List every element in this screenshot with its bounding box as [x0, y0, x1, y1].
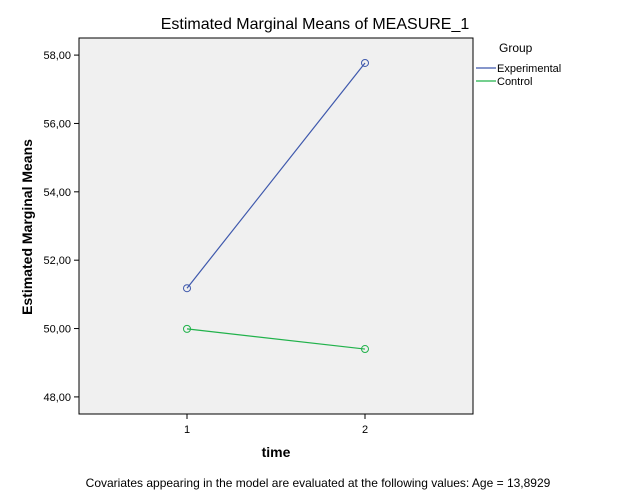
y-tick-label: 54,00	[43, 187, 71, 199]
series-line-control	[186, 328, 366, 350]
data-point-experimental	[361, 58, 369, 67]
plot-area	[78, 37, 474, 415]
data-point-control	[361, 345, 369, 354]
y-tick-label: 58,00	[43, 50, 71, 62]
series-line-experimental	[186, 62, 366, 289]
x-tick-label: 1	[184, 424, 190, 436]
x-axis-title: time	[262, 444, 291, 460]
y-tick-label: 56,00	[43, 118, 71, 130]
y-tick-label: 48,00	[43, 392, 71, 404]
data-point-experimental	[183, 284, 191, 293]
legend-title: Group	[499, 41, 533, 55]
legend-label: Experimental	[497, 63, 561, 75]
y-ticks: 48,00 50,00 52,00 54,00 56,00 58,00	[43, 50, 79, 404]
legend-label: Control	[497, 76, 532, 88]
series-layer	[183, 58, 369, 354]
y-tick-label: 52,00	[43, 255, 71, 267]
x-tick-label: 2	[362, 424, 368, 436]
chart-title: Estimated Marginal Means of MEASURE_1	[161, 16, 470, 33]
y-axis-title: Estimated Marginal Means	[19, 139, 35, 315]
footnote: Covariates appearing in the model are ev…	[86, 476, 551, 490]
data-point-control	[183, 324, 191, 333]
y-tick-label: 50,00	[43, 324, 71, 336]
